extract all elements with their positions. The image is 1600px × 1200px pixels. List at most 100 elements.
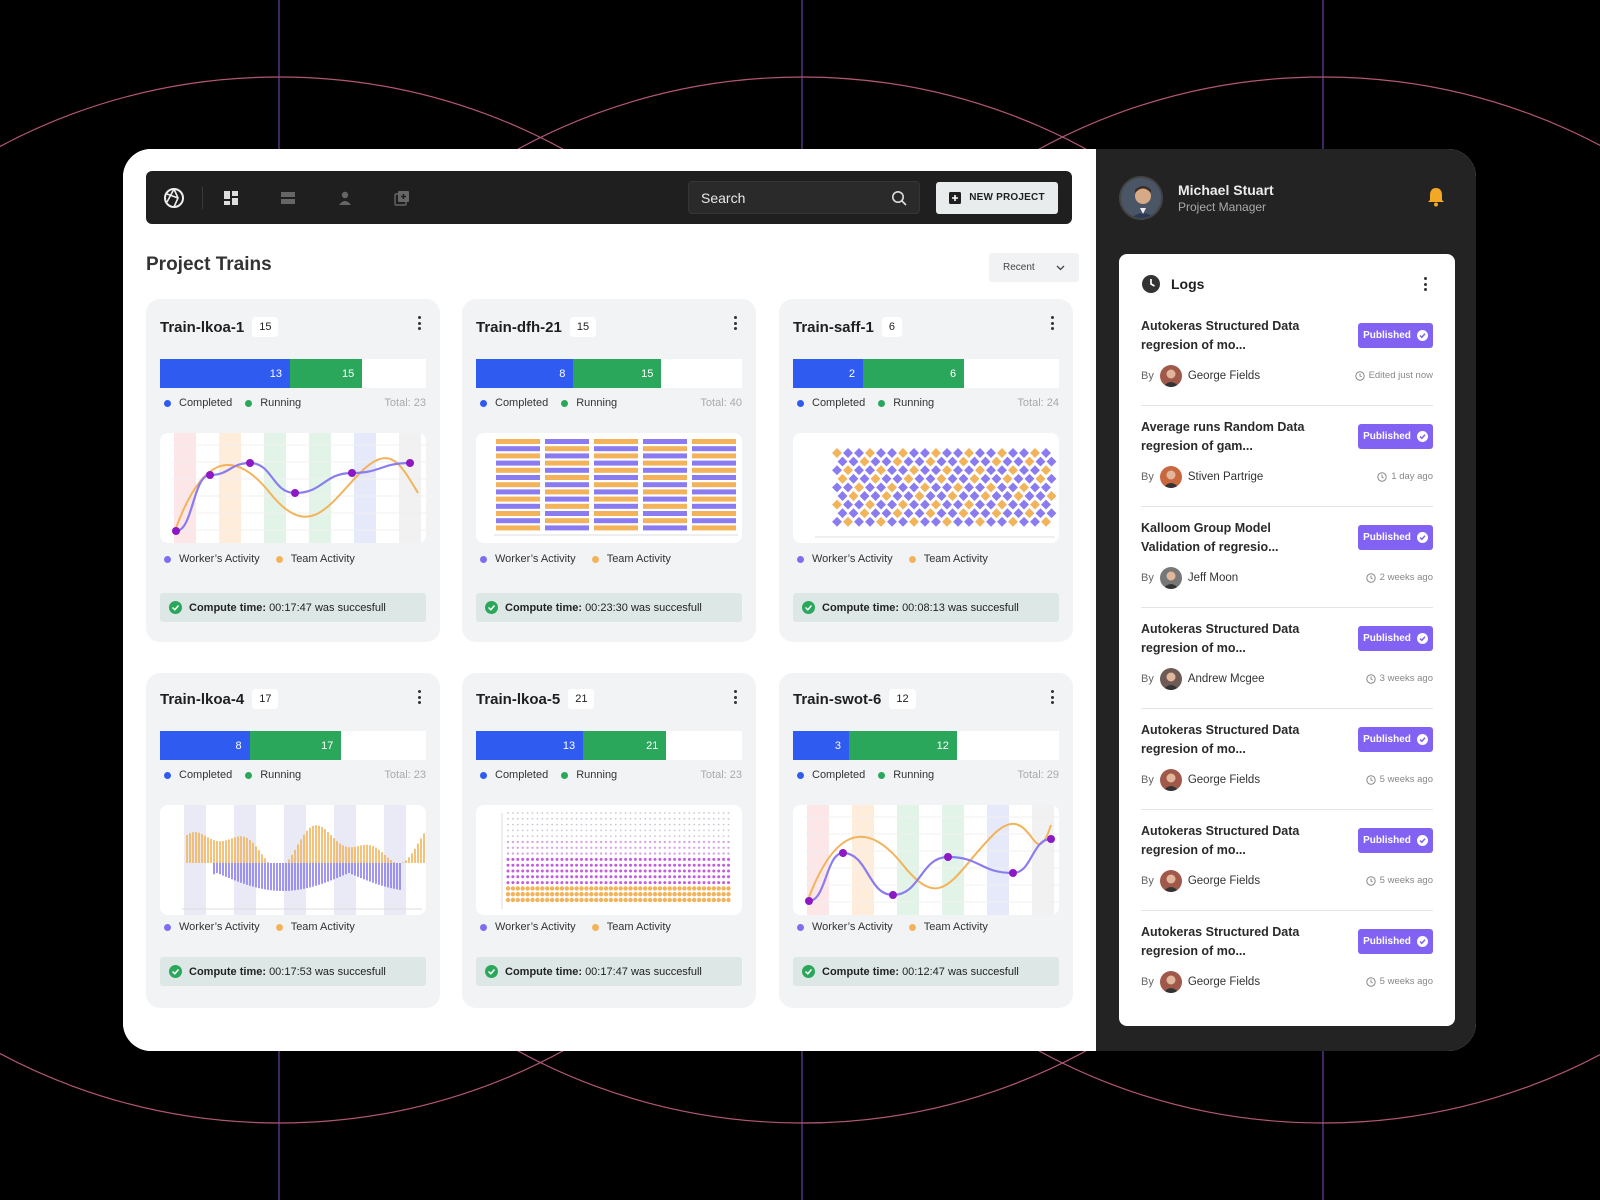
user-profile[interactable]: Michael Stuart Project Manager (1119, 176, 1274, 220)
log-title[interactable]: Autokeras Structured Data regresion of m… (1141, 319, 1300, 352)
search-input[interactable] (701, 189, 891, 206)
project-card[interactable]: Train-lkoa-5 21 13 21 Completed Running … (462, 673, 756, 1008)
project-card[interactable]: Train-lkoa-4 17 8 17 Completed Running T… (146, 673, 440, 1008)
blue-dot-icon (797, 399, 804, 407)
card-more-menu-icon[interactable] (732, 315, 738, 331)
published-badge[interactable]: Published (1358, 424, 1433, 449)
card-title[interactable]: Train-swot-6 12 (793, 689, 916, 709)
activity-dot (629, 829, 632, 832)
published-badge[interactable]: Published (1358, 727, 1433, 752)
dashboard-icon[interactable] (217, 184, 245, 212)
activity-dot (561, 812, 563, 814)
team-activity-point (848, 491, 859, 501)
activity-dot (648, 863, 652, 867)
author-name[interactable]: Stiven Partrige (1187, 471, 1264, 483)
activity-dot (565, 869, 569, 873)
project-card[interactable]: Train-saff-1 6 2 6 Completed Running Tot… (779, 299, 1073, 642)
activity-dot (629, 863, 632, 867)
worker-activity-bar (276, 863, 278, 891)
activity-dot (668, 812, 671, 814)
list-view-icon[interactable] (274, 184, 302, 212)
author-name[interactable]: George Fields (1187, 875, 1261, 887)
log-title[interactable]: Autokeras Structured Data regresion of m… (1141, 925, 1300, 958)
author-name[interactable]: George Fields (1187, 370, 1261, 382)
compute-suffix: was succesfull (630, 965, 702, 978)
worker-activity-point (958, 491, 969, 501)
project-card[interactable]: Train-dfh-21 15 8 15 Completed Running T… (462, 299, 756, 642)
blue-dot-icon (797, 771, 804, 779)
card-title[interactable]: Train-lkoa-1 15 (160, 317, 279, 337)
worker-activity-point (947, 456, 958, 467)
team-activity-bar (594, 511, 638, 516)
compute-status: Compute time: 00:12:47 was succesfull (793, 957, 1059, 986)
activity-dot (726, 892, 731, 897)
notification-bell-icon[interactable] (1427, 187, 1445, 207)
card-more-menu-icon[interactable] (416, 689, 422, 705)
activity-dot (565, 846, 568, 849)
worker-activity-point (246, 459, 254, 467)
activity-dot (703, 835, 705, 838)
activity-dot (697, 863, 701, 867)
activity-dot (584, 875, 588, 879)
new-project-button[interactable]: NEW PROJECT (936, 181, 1058, 214)
team-activity-bar (381, 852, 383, 863)
log-item[interactable]: Average runs Random Data regresion of ga… (1141, 407, 1433, 507)
log-title[interactable]: Autokeras Structured Data regresion of m… (1141, 622, 1300, 655)
log-item[interactable]: Autokeras Structured Data regresion of m… (1141, 306, 1433, 406)
activity-dot (678, 840, 681, 844)
card-more-menu-icon[interactable] (416, 315, 422, 331)
card-more-menu-icon[interactable] (732, 689, 738, 705)
activity-dot (535, 863, 539, 867)
activity-dot (653, 852, 657, 855)
activity-dot (545, 875, 549, 879)
activity-dot (589, 869, 593, 873)
log-item[interactable]: Autokeras Structured Data regresion of m… (1141, 710, 1433, 810)
worker-activity-point (832, 482, 842, 493)
log-item[interactable]: Autokeras Structured Data regresion of m… (1141, 912, 1433, 1012)
author-name[interactable]: George Fields (1187, 976, 1261, 988)
activity-dot (629, 869, 632, 873)
search-box[interactable] (688, 181, 920, 214)
search-icon[interactable] (891, 190, 907, 206)
log-title[interactable]: Kalloom Group Model Validation of regres… (1141, 521, 1279, 554)
activity-dot (693, 840, 696, 844)
published-badge[interactable]: Published (1358, 525, 1433, 550)
log-title[interactable]: Average runs Random Data regresion of ga… (1141, 420, 1305, 453)
log-title[interactable]: Autokeras Structured Data regresion of m… (1141, 824, 1300, 857)
log-item[interactable]: Kalloom Group Model Validation of regres… (1141, 508, 1433, 608)
log-item[interactable]: Autokeras Structured Data regresion of m… (1141, 609, 1433, 709)
card-more-menu-icon[interactable] (1049, 689, 1055, 705)
card-title[interactable]: Train-dfh-21 15 (476, 317, 597, 337)
add-library-icon[interactable] (388, 184, 416, 212)
project-card[interactable]: Train-lkoa-1 15 13 15 Completed Running … (146, 299, 440, 642)
log-title[interactable]: Autokeras Structured Data regresion of m… (1141, 723, 1300, 756)
activity-dot (565, 881, 569, 885)
sort-dropdown[interactable]: Recent (989, 253, 1079, 282)
card-more-menu-icon[interactable] (1049, 315, 1055, 331)
team-activity-bar (692, 467, 736, 473)
published-badge[interactable]: Published (1358, 626, 1433, 651)
worker-activity-point (1019, 448, 1029, 458)
activity-dot (658, 875, 662, 879)
activity-dot (531, 829, 534, 832)
logs-more-menu-icon[interactable] (1422, 277, 1428, 291)
card-title[interactable]: Train-lkoa-5 21 (476, 689, 595, 709)
card-title[interactable]: Train-lkoa-4 17 (160, 689, 279, 709)
activity-dot (678, 875, 681, 879)
activity-dot (721, 892, 726, 897)
author-name[interactable]: Andrew Mcgee (1187, 673, 1265, 685)
author-name[interactable]: Jeff Moon (1187, 572, 1239, 584)
published-badge[interactable]: Published (1358, 929, 1433, 954)
author-name[interactable]: George Fields (1187, 774, 1261, 786)
app-logo-icon[interactable] (160, 184, 188, 212)
project-card[interactable]: Train-swot-6 12 3 12 Completed Running T… (779, 673, 1073, 1008)
team-activity-bar (545, 503, 589, 509)
activity-dot (516, 840, 519, 844)
log-item[interactable]: Autokeras Structured Data regresion of m… (1141, 811, 1433, 911)
card-title[interactable]: Train-saff-1 6 (793, 317, 902, 337)
published-badge[interactable]: Published (1358, 323, 1433, 348)
compute-value: 00:17:53 (269, 965, 312, 978)
published-badge[interactable]: Published (1358, 828, 1433, 853)
activity-dot (644, 817, 647, 820)
user-icon[interactable] (331, 184, 359, 212)
